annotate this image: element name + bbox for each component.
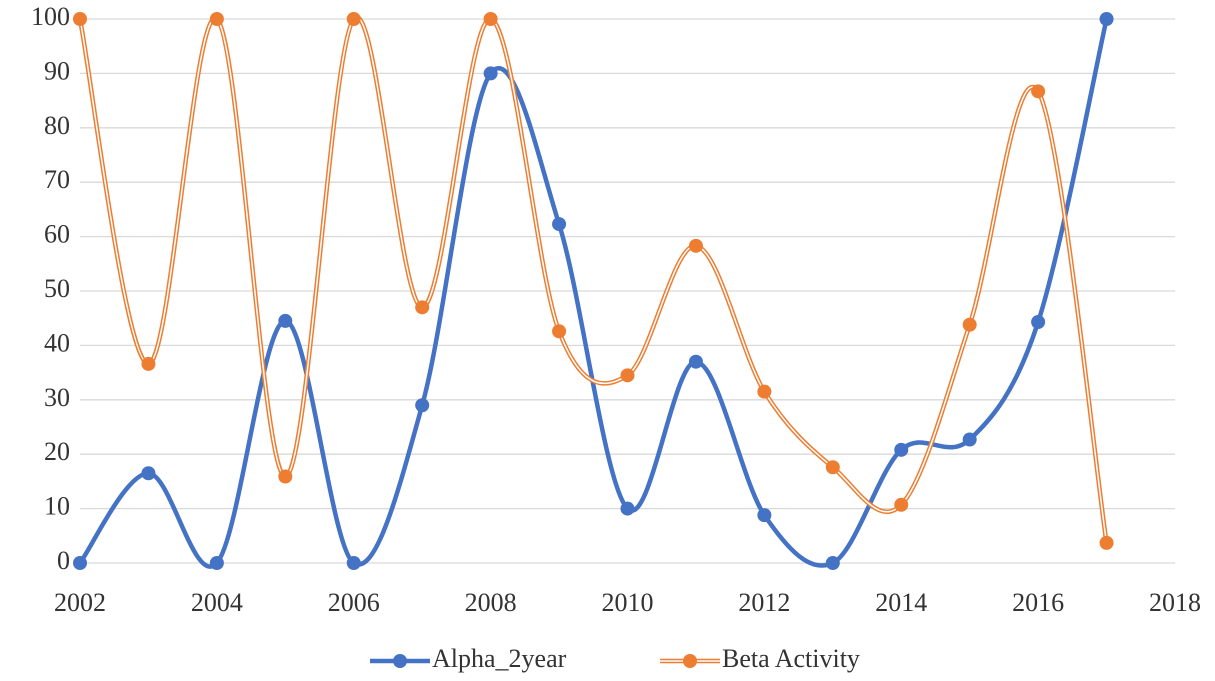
y-tick-label: 100 xyxy=(31,2,70,31)
x-tick-label: 2008 xyxy=(465,588,517,617)
y-tick-label: 40 xyxy=(44,328,70,357)
y-tick-label: 0 xyxy=(57,546,70,575)
series-line xyxy=(78,18,1109,569)
legend-marker xyxy=(393,654,407,668)
y-tick-label: 70 xyxy=(44,165,70,194)
data-point xyxy=(688,354,703,369)
data-point xyxy=(552,217,567,232)
y-tick-label: 30 xyxy=(44,383,70,412)
data-point xyxy=(73,12,87,26)
data-point xyxy=(209,12,224,26)
y-tick-label: 90 xyxy=(44,56,70,85)
data-point xyxy=(962,317,977,332)
data-point xyxy=(483,12,498,26)
data-point xyxy=(346,12,361,26)
series-line-inner xyxy=(79,16,1108,543)
data-point xyxy=(620,368,635,383)
data-point xyxy=(209,556,224,570)
x-tick-label: 2010 xyxy=(602,588,654,617)
data-point xyxy=(278,313,293,328)
legend-marker xyxy=(683,654,697,668)
x-tick-label: 2014 xyxy=(875,588,927,617)
data-point xyxy=(894,442,909,457)
data-point xyxy=(1031,84,1046,99)
data-point xyxy=(825,556,840,570)
x-tick-label: 2012 xyxy=(738,588,790,617)
data-point xyxy=(1099,12,1114,26)
data-point xyxy=(894,497,909,512)
data-point xyxy=(825,460,840,475)
y-tick-label: 80 xyxy=(44,111,70,140)
data-point xyxy=(415,300,430,315)
y-tick-label: 10 xyxy=(44,492,70,521)
data-point xyxy=(1099,535,1114,550)
data-point xyxy=(757,508,772,523)
data-point xyxy=(141,356,156,371)
x-tick-label: 2016 xyxy=(1012,588,1064,617)
legend-label: Beta Activity xyxy=(722,644,860,673)
y-tick-label: 50 xyxy=(44,274,70,303)
data-point xyxy=(688,238,703,253)
data-point xyxy=(141,466,156,481)
data-point xyxy=(620,501,635,516)
y-tick-label: 20 xyxy=(44,437,70,466)
data-point xyxy=(73,556,87,570)
data-point xyxy=(962,432,977,447)
y-tick-label: 60 xyxy=(44,220,70,249)
data-point xyxy=(757,384,772,399)
data-point xyxy=(415,398,430,413)
data-point xyxy=(552,324,567,339)
data-point xyxy=(483,66,498,81)
x-tick-label: 2006 xyxy=(328,588,380,617)
data-point xyxy=(1031,315,1046,330)
legend-label: Alpha_2year xyxy=(432,644,567,673)
data-point xyxy=(278,469,293,484)
data-point xyxy=(346,556,361,570)
x-tick-label: 2004 xyxy=(191,588,243,617)
x-tick-label: 2002 xyxy=(54,588,106,617)
x-tick-label: 2018 xyxy=(1149,588,1201,617)
